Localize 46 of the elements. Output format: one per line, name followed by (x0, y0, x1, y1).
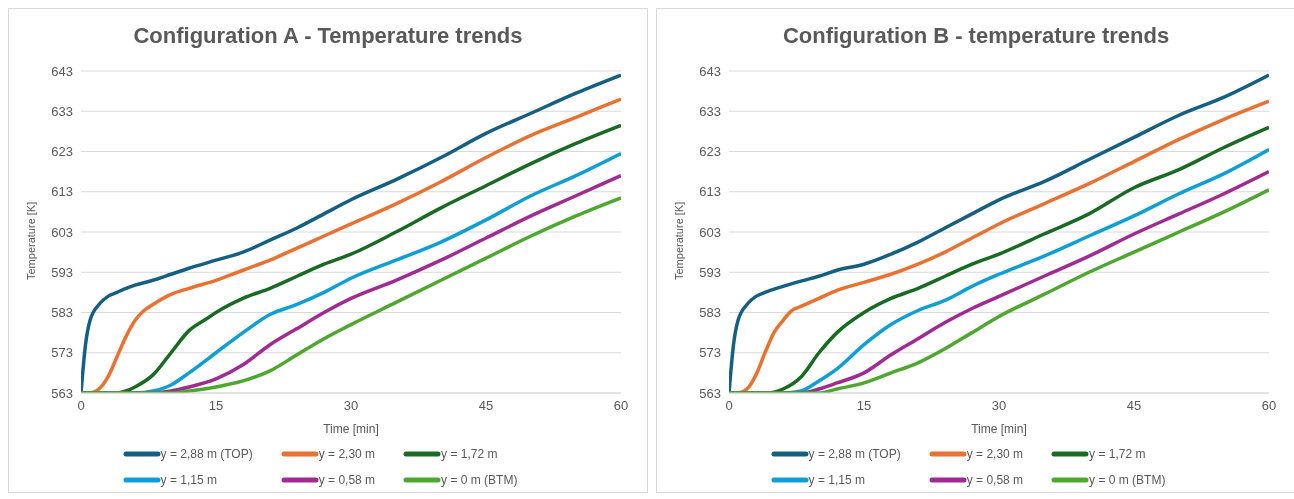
chart-title: Configuration B - temperature trends (781, 23, 1171, 50)
legend-label: y = 0 m (BTM) (441, 473, 518, 487)
x-tick-label: 0 (77, 398, 85, 414)
x-axis-title: Time [min] (323, 422, 379, 436)
chart-title: Configuration A - Temperature trends (132, 23, 524, 50)
y-tick-label: 623 (699, 144, 721, 160)
y-tick-label: 603 (699, 224, 721, 240)
y-tick-label: 613 (699, 184, 721, 200)
y-tick-label: 573 (51, 345, 73, 361)
x-tick-label: 15 (208, 398, 224, 414)
x-tick-label: 30 (343, 398, 359, 414)
legend-label: y = 1,15 m (160, 473, 217, 487)
y-tick-label: 643 (51, 63, 73, 79)
y-tick-label: 643 (699, 63, 721, 79)
legend-label: y = 0 m (BTM) (1089, 473, 1166, 487)
y-tick-label: 593 (699, 264, 721, 280)
x-tick-label: 60 (613, 398, 629, 414)
legend-label: y = 2,30 m (318, 447, 376, 461)
x-tick-label: 30 (991, 398, 1007, 414)
y-tick-label: 563 (51, 385, 73, 401)
x-tick-label: 0 (725, 398, 733, 414)
legend-label: y = 1,72 m (441, 447, 498, 461)
x-tick-label: 45 (478, 398, 494, 414)
legend-label: y = 1,72 m (1089, 447, 1146, 461)
x-tick-label: 45 (1126, 398, 1142, 414)
y-axis-title: Temperature [K] (24, 201, 37, 280)
legend-label: y = 1,15 m (808, 473, 865, 487)
x-axis-title: Time [min] (971, 422, 1027, 436)
x-tick-label: 60 (1261, 398, 1277, 414)
legend-label: y = 2,30 m (966, 447, 1024, 461)
legend-label: y = 0,58 m (966, 473, 1024, 487)
y-tick-label: 603 (51, 224, 73, 240)
y-tick-label: 613 (51, 184, 73, 200)
legend-label: y = 2,88 m (TOP) (808, 447, 901, 461)
x-tick-label: 15 (856, 398, 872, 414)
y-tick-label: 583 (699, 305, 721, 321)
y-tick-label: 593 (51, 264, 73, 280)
y-tick-label: 573 (699, 345, 721, 361)
legend-label: y = 2,88 m (TOP) (160, 447, 253, 461)
y-axis-title: Temperature [K] (672, 201, 685, 280)
y-tick-label: 633 (51, 103, 73, 119)
legend-label: y = 0,58 m (318, 473, 376, 487)
y-tick-label: 583 (51, 305, 73, 321)
y-tick-label: 623 (51, 144, 73, 160)
y-tick-label: 563 (699, 385, 721, 401)
y-tick-label: 633 (699, 103, 721, 119)
